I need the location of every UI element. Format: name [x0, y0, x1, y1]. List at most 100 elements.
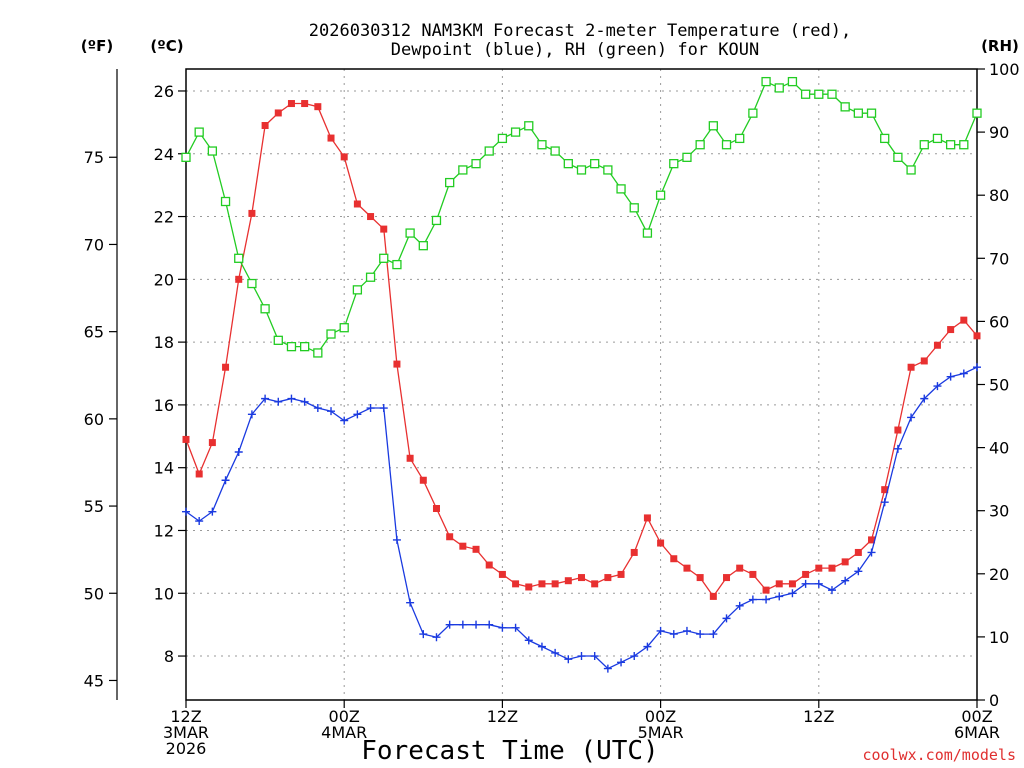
dewpoint-point: [973, 363, 981, 372]
temperature-point: [564, 577, 572, 585]
dewpoint-point: [827, 586, 836, 595]
dewpoint-point: [445, 620, 454, 629]
dewpoint-point: [432, 633, 441, 642]
temperature-point: [881, 486, 889, 494]
dewpoint-point: [537, 642, 546, 651]
dewpoint-point: [946, 372, 955, 381]
dewpoint-point: [933, 382, 942, 391]
dewpoint-point: [841, 576, 850, 585]
x-tick-label: 12Z: [170, 707, 201, 726]
rh-point: [616, 184, 626, 194]
dewpoint-point: [722, 614, 731, 623]
fahrenheit-tick-label: 55: [84, 497, 104, 516]
rh-point: [695, 140, 705, 150]
dewpoint-point: [327, 407, 336, 416]
rh-tick-label: 20: [989, 565, 1009, 584]
dewpoint-point: [511, 623, 520, 632]
fahrenheit-tick-label: 75: [84, 148, 104, 167]
rh-point: [510, 127, 521, 137]
rh-point: [932, 133, 943, 144]
x-tick-label: 12Z: [803, 707, 834, 726]
temperature-point: [854, 548, 862, 556]
dewpoint-point: [498, 623, 507, 632]
rh-tick-label: 40: [989, 439, 1009, 458]
rh-point: [352, 285, 363, 295]
dewpoint-point: [893, 444, 902, 453]
dewpoint-point: [748, 595, 757, 604]
rh-point: [708, 121, 718, 131]
rh-point: [735, 133, 745, 144]
dewpoint-point: [867, 548, 876, 557]
rh-point: [313, 348, 323, 358]
celsius-tick-label: 14: [154, 459, 174, 478]
rh-tick-label: 70: [989, 249, 1009, 268]
temperature-point: [353, 200, 361, 208]
dewpoint-point: [340, 416, 349, 425]
dewpoint-point: [959, 369, 968, 378]
rh-point: [972, 108, 982, 118]
dewpoint-point: [300, 397, 309, 406]
temperature-point: [222, 363, 230, 371]
temperature-point: [762, 586, 770, 594]
dewpoint-point: [406, 598, 415, 607]
temperature-point: [314, 103, 322, 111]
temperature-point: [788, 580, 796, 588]
rh-point: [286, 341, 297, 352]
rh-tick-label: 80: [989, 186, 1009, 205]
credit-text: coolwx.com/models: [862, 746, 1016, 764]
rh-point: [365, 272, 376, 282]
rh-point: [761, 76, 771, 87]
dewpoint-point: [762, 595, 771, 604]
temperature-point: [973, 332, 981, 340]
dewpoint-point: [221, 476, 230, 485]
fahrenheit-tick-label: 60: [84, 410, 104, 429]
rh-point: [247, 278, 257, 289]
temperature-point: [393, 360, 401, 368]
dewpoint-point: [696, 630, 705, 639]
temperature-point: [868, 536, 876, 544]
rh-point: [431, 215, 442, 226]
x-tick-label: 3MAR: [163, 723, 209, 742]
temperature-point: [736, 564, 744, 572]
dewpoint-point: [577, 652, 586, 661]
temperature-point: [670, 555, 678, 563]
rh-tick-label: 30: [989, 502, 1009, 521]
grid: [186, 69, 977, 700]
plot-frame: [185, 68, 978, 701]
temperature-point: [248, 209, 256, 217]
dewpoint-point: [643, 642, 652, 651]
dewpoint-point: [590, 652, 599, 661]
x-tick-label: 5MAR: [638, 723, 684, 742]
temperature-point: [261, 122, 269, 130]
rh-point: [682, 152, 692, 162]
dewpoint-point: [287, 394, 296, 403]
celsius-tick-label: 20: [154, 270, 174, 289]
temperature-point: [723, 574, 731, 582]
x-tick-label: 4MAR: [321, 723, 367, 742]
x-tick-label: 00Z: [645, 707, 676, 726]
dewpoint-point: [234, 447, 243, 456]
dewpoint-point: [617, 658, 626, 667]
temperature-point: [578, 574, 585, 582]
temperature-point: [419, 476, 427, 484]
dewpoint-point: [366, 404, 375, 413]
temperature-point: [841, 558, 849, 566]
dewpoint-point: [630, 652, 639, 661]
rh-point: [814, 89, 824, 99]
temperature-point: [538, 580, 546, 588]
dewpoint-point: [682, 626, 691, 635]
dewpoint-point: [735, 601, 744, 610]
temperature-point: [604, 574, 612, 582]
x-tick-label: 6MAR: [954, 723, 1000, 742]
temperature-point: [301, 100, 309, 108]
dewpoint-point: [195, 517, 204, 526]
rh-point: [906, 165, 916, 175]
dewpoint-point: [920, 394, 929, 403]
rh-point: [418, 241, 428, 251]
temperature-point: [182, 435, 190, 443]
x-tick-label: 00Z: [329, 707, 360, 726]
dewpoint-point: [656, 626, 665, 635]
rh-point: [260, 304, 270, 314]
rh-point: [853, 108, 863, 118]
